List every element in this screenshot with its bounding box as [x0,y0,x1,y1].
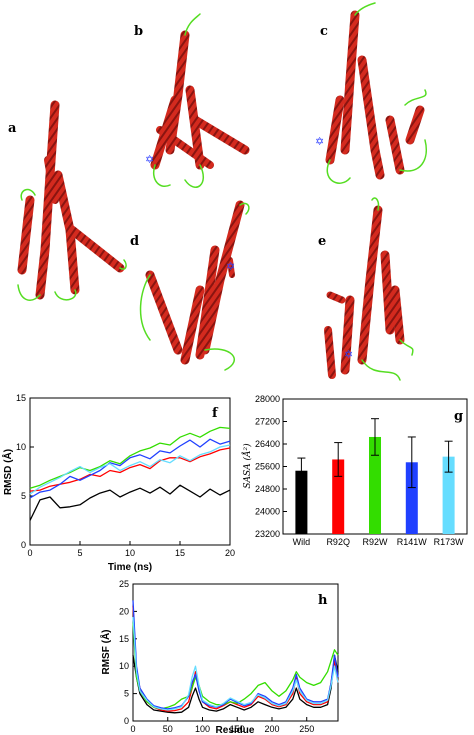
panel-letter-b: b [134,24,143,39]
rmsf-y-tick-label: 15 [119,634,129,644]
rmsf-series-line-r92q [132,605,339,712]
sasa-category-label: R141W [397,537,428,547]
sasa-category-label: R173W [434,537,465,547]
plot-frame-rmsd [29,397,231,546]
sasa-y-tick-label: 24800 [255,484,280,494]
structure-panel-e: e ✡ [318,197,414,381]
sasa-bar-r92q [332,459,345,534]
mutation-star-icon: ✡ [145,153,154,166]
sasa-y-tick-label: 25600 [255,462,280,472]
structure-panel-c: c ✡ [315,2,427,184]
protein-ribbon-icon [17,100,127,301]
sasa-y-tick-label: 24000 [255,507,280,517]
rmsf-x-tick-label: 50 [163,724,173,734]
y-axis-label-rmsf: RMSF (Å) [99,630,112,675]
rmsf-y-tick-label: 25 [119,579,129,589]
rmsd-x-tick-label: 5 [77,548,82,558]
y-axis-rmsd: 0 5 10 15 [16,393,34,550]
x-axis-label-rmsd: Time (ns) [108,562,152,573]
sasa-bar-r92w [369,436,381,534]
rmsd-x-tick-label: 10 [125,548,135,558]
structure-panel-b: b ✡ [134,13,250,188]
chart-rmsd: 0 5 10 15 20 0 5 10 15 Time (ns) RMSD (Å) f [1,393,235,573]
panel-letter-g: g [454,409,463,424]
panel-letter-e: e [318,234,326,249]
rmsf-series-line-r141w [132,600,339,710]
rmsf-series-line-r173w [132,616,339,711]
bars-sasa [295,418,455,534]
panel-letter-a: a [8,121,17,136]
rmsf-x-tick-label: 100 [195,724,210,734]
protein-ribbon-icon [150,13,250,188]
panel-letter-d: d [130,234,139,249]
sasa-y-tick-label: 26400 [255,439,280,449]
rmsd-series-line-r141w [29,438,231,499]
sasa-y-tick-label: 23200 [255,529,280,539]
rmsd-series-line-r92q [29,447,231,492]
y-axis-sasa: 23200 24000 24800 25600 26400 27200 28000 [255,394,287,539]
rmsf-x-tick-label: 0 [130,724,135,734]
panel-letter-c: c [320,24,328,39]
rmsd-series-line-wild [29,484,231,521]
y-axis-label-rmsd: RMSD (Å) [1,449,14,495]
x-axis-rmsf: 0 50 100 150 200 250 [130,717,314,734]
mutation-star-icon: ✡ [315,135,324,148]
rmsf-series-line-wild [132,654,339,714]
protein-ribbon-icon [139,200,250,371]
rmsd-x-tick-label: 0 [27,548,32,558]
chart-sasa: 23200 24000 24800 25600 26400 27200 28000 Wild… [241,394,468,547]
sasa-y-tick-label: 28000 [255,394,280,404]
sasa-category-label: Wild [293,537,311,547]
rmsd-series-line-r173w [29,444,231,495]
x-axis-sasa: Wild R92Q R92W R141W R173W [293,537,464,547]
mutation-star-icon: ✡ [344,348,353,361]
sasa-bar-r141w [405,462,418,534]
mutation-star-icon: ✡ [226,260,235,273]
rmsf-series-line-r92w [132,622,339,710]
rmsd-x-tick-label: 15 [175,548,185,558]
sasa-bar-wild [295,470,308,534]
y-axis-label-sasa: SASA (Å²) [241,443,253,489]
rmsf-x-tick-label: 150 [230,724,245,734]
x-axis-rmsd: 0 5 10 15 20 [27,541,235,558]
rmsf-y-tick-label: 5 [124,689,129,699]
rmsd-y-tick-label: 0 [21,540,26,550]
plot-frame-rmsf [132,583,339,722]
rmsd-y-tick-label: 15 [16,393,26,403]
rmsf-x-tick-label: 250 [299,724,314,734]
rmsd-x-tick-label: 20 [225,548,235,558]
structure-panel-a: a [8,100,127,301]
protein-ribbon-icon [324,197,414,381]
sasa-y-tick-label: 27200 [255,417,280,427]
rmsf-y-tick-label: 10 [119,661,129,671]
rmsd-y-tick-label: 10 [16,442,26,452]
structure-panel-d: d ✡ [130,200,250,371]
series-lines-rmsf [132,600,339,714]
x-axis-label-rmsf: Residue [216,725,255,735]
rmsf-y-tick-label: 0 [124,716,129,726]
protein-ribbon-icon [325,2,427,184]
panel-letter-f: f [212,406,219,421]
rmsd-y-tick-label: 5 [21,491,26,501]
sasa-bar-r173w [442,456,455,534]
sasa-category-label: R92Q [326,537,350,547]
chart-rmsf: 0 50 100 150 200 250 0 5 10 15 20 25 Residue RMSF … [99,579,339,735]
series-lines-rmsd [29,426,231,521]
rmsf-x-tick-label: 200 [264,724,279,734]
sasa-category-label: R92W [362,537,388,547]
rmsf-y-tick-label: 20 [119,606,129,616]
panel-letter-h: h [318,593,328,608]
